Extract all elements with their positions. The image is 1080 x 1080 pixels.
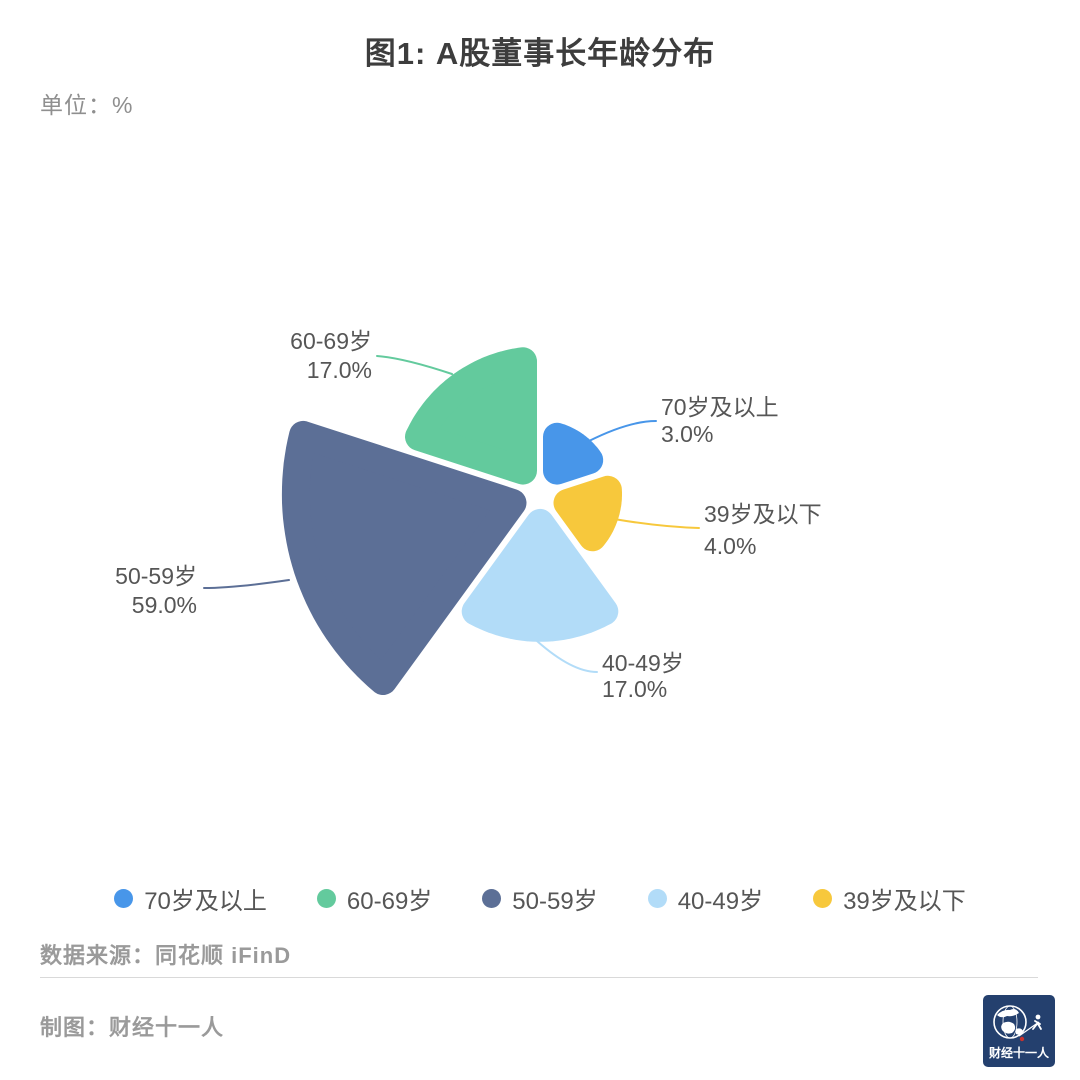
logo-wordmark: 财经十一人 <box>988 1045 1050 1060</box>
slice-pct-60-69: 17.0% <box>307 357 372 383</box>
legend-item-60-69: 60-69岁 <box>316 881 433 916</box>
slice-label-70plus: 70岁及以上 <box>661 394 779 420</box>
slice-pct-39minus: 4.0% <box>704 533 756 559</box>
legend-item-39minus: 39岁及以下 <box>813 881 966 916</box>
legend-dot-icon <box>482 888 502 908</box>
legend-item-40-49: 40-49岁 <box>647 881 764 916</box>
logo-red-dot <box>1019 1036 1025 1042</box>
legend: 70岁及以上 60-69岁 50-59岁 40-49岁 39岁及以下 <box>0 880 1080 916</box>
brand-logo: 财经十一人 <box>983 995 1055 1067</box>
leader-line-40-49 <box>536 640 598 673</box>
page-title: 图1: A股董事长年龄分布 <box>364 36 716 71</box>
slice-pct-40-49: 17.0% <box>602 676 667 702</box>
slice-pct-50-59: 59.0% <box>132 592 197 618</box>
divider <box>40 977 1038 978</box>
slice-label-50-59: 50-59岁 <box>115 563 197 589</box>
pie-slice-60-69岁 <box>405 347 537 485</box>
legend-item-label: 39岁及以下 <box>843 887 966 915</box>
pie-slice-50-59岁 <box>281 420 527 695</box>
leader-line-39minus <box>613 518 700 529</box>
runner-icon <box>1032 1014 1042 1030</box>
source-text: 数据来源：同花顺 iFinD <box>40 943 292 968</box>
slice-label-60-69: 60-69岁 <box>290 328 372 354</box>
legend-item-label: 70岁及以上 <box>144 887 267 915</box>
legend-item-label: 60-69岁 <box>346 887 433 915</box>
leader-line-60-69 <box>376 355 453 375</box>
slice-labels: 70岁及以上 3.0% 60-69岁 17.0% 50-59岁 59.0% 40… <box>115 328 821 702</box>
credit-text: 制图：财经十一人 <box>40 1015 225 1040</box>
legend-dot-icon <box>316 888 336 908</box>
rose-slices <box>281 347 622 695</box>
unit-label: 单位：% <box>40 92 134 118</box>
legend-item-50-59: 50-59岁 <box>482 881 598 916</box>
slice-label-39minus: 39岁及以下 <box>704 501 822 527</box>
legend-dot-icon <box>813 888 833 908</box>
leader-line-50-59 <box>203 579 290 589</box>
leader-line-70plus <box>588 420 657 442</box>
pie-slice-40-49岁 <box>461 508 619 642</box>
slice-label-40-49: 40-49岁 <box>602 650 684 676</box>
globe-icon <box>993 1005 1027 1039</box>
legend-item-label: 40-49岁 <box>677 887 764 915</box>
slice-pct-70plus: 3.0% <box>661 421 713 447</box>
pie-slice-70岁及以上 <box>543 422 604 485</box>
legend-dot-icon <box>114 888 134 908</box>
legend-item-label: 50-59岁 <box>512 887 598 915</box>
leader-lines <box>203 355 700 673</box>
legend-dot-icon <box>647 888 667 908</box>
legend-item-70plus: 70岁及以上 <box>114 881 267 916</box>
pie-slice-39岁及以下 <box>553 475 622 552</box>
